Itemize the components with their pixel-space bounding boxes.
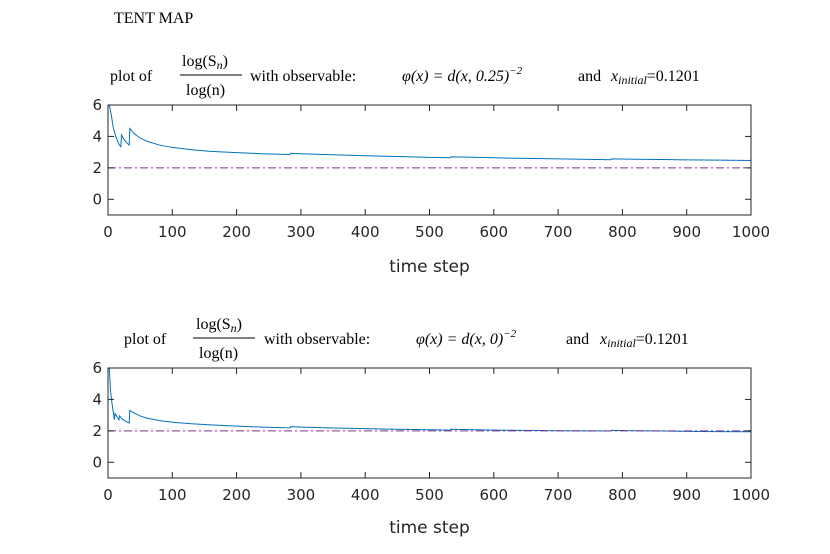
plot-1-xtick-label: 900 <box>672 223 701 241</box>
plot-1-ratio-denominator: log(n) <box>186 82 225 99</box>
plot-1-xlabel: time step <box>389 257 470 277</box>
plot-1-xtick-label: 1000 <box>732 223 770 241</box>
plot-2-xtick-label: 800 <box>608 486 637 504</box>
plot-1-title-prefix: plot of <box>110 68 153 85</box>
plot-1-xtick-label: 600 <box>479 223 508 241</box>
plot-1-xtick-label: 200 <box>222 223 251 241</box>
plot-1-series-main-line <box>108 104 752 161</box>
plot-1-xtick-label: 400 <box>351 223 380 241</box>
plot-1-title-and: and <box>578 68 601 85</box>
plot-2-xtick-label: 400 <box>351 486 380 504</box>
plot-2-xtick-label: 900 <box>672 486 701 504</box>
plot-2-ytick-label: 2 <box>92 422 102 440</box>
plot-1-axes-background <box>108 105 751 215</box>
plot-1-ytick-label: 6 <box>92 96 102 114</box>
plot-1-ytick-label: 0 <box>92 190 102 208</box>
plot-2-ratio-denominator: log(n) <box>199 345 238 362</box>
plot-2-xtick-label: 700 <box>544 486 573 504</box>
plot-2-title-prefix: plot of <box>124 331 167 348</box>
plot-2-ytick-label: 4 <box>92 390 102 408</box>
plot-2-xlabel: time step <box>389 518 470 538</box>
figure-title: TENT MAP <box>114 10 193 27</box>
plot-2-xtick-label: 100 <box>158 486 187 504</box>
plot-1-xtick-label: 700 <box>544 223 573 241</box>
plot-1-ytick-label: 2 <box>92 159 102 177</box>
plot-2-xtick-label: 600 <box>479 486 508 504</box>
plot-2-observable: φ(x) = d(x, 0)−2 <box>416 328 517 348</box>
plot-2-axes-background <box>108 368 751 478</box>
plot-2-ytick-label: 6 <box>92 359 102 377</box>
plot-1-xtick-label: 800 <box>608 223 637 241</box>
plot-2-initial: xinitial=0.1201 <box>599 331 689 350</box>
plot-2-xtick-label: 200 <box>222 486 251 504</box>
plot-1-xtick-label: 0 <box>103 223 113 241</box>
plot-2-xtick-label: 1000 <box>732 486 770 504</box>
plot-2-title-and: and <box>566 331 589 348</box>
plot-1-xtick-label: 100 <box>158 223 187 241</box>
plot-2-xtick-label: 300 <box>287 486 316 504</box>
plot-1-ytick-label: 4 <box>92 127 102 145</box>
plot-1-observable: φ(x) = d(x, 0.25)−2 <box>402 65 523 85</box>
plot-2-xtick-label: 500 <box>415 486 444 504</box>
plot-1-xtick-label: 500 <box>415 223 444 241</box>
plot-1: 0 100 200 300 400 500 600 700 800 900 1000 0 2 4 6 time… <box>92 96 770 277</box>
plot-2-title: plot of log(Sn) log(n) with observable: … <box>124 316 689 362</box>
plot-2-ratio: log(Sn) log(n) <box>193 316 255 362</box>
plot-1-title-middle: with observable: <box>250 68 356 85</box>
plot-2-xtick-label: 0 <box>103 486 113 504</box>
plot-2-ratio-numerator: log(Sn) <box>196 316 242 335</box>
plot-1-ratio-numerator: log(Sn) <box>182 53 228 72</box>
plot-1-initial: xinitial=0.1201 <box>610 68 700 87</box>
plot-2: 0 100 200 300 400 500 600 700 800 900 1000 0 2 4 6 time… <box>92 359 770 538</box>
plot-2-ytick-label: 0 <box>92 453 102 471</box>
plot-1-xtick-label: 300 <box>287 223 316 241</box>
plot-1-ratio: log(Sn) log(n) <box>180 53 242 99</box>
plot-2-title-middle: with observable: <box>264 331 370 348</box>
plot-1-title: plot of log(Sn) log(n) with observable: … <box>110 53 700 99</box>
